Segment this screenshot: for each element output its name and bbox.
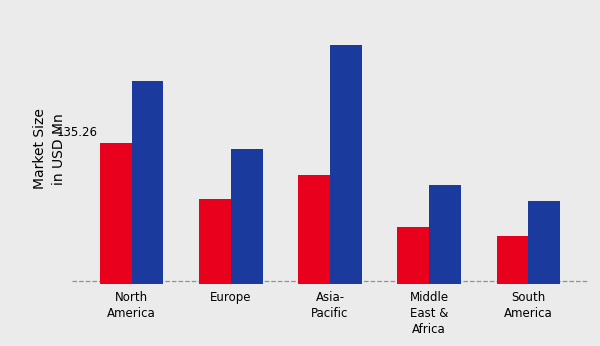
Bar [497, 236, 529, 284]
Bar [330, 45, 362, 284]
Bar [529, 201, 560, 284]
Bar [298, 175, 330, 284]
Text: 135.26: 135.26 [57, 126, 98, 139]
Bar [397, 227, 429, 284]
Bar [199, 199, 231, 284]
Bar [100, 143, 131, 284]
Y-axis label: Market Size
in USD Mn: Market Size in USD Mn [33, 108, 67, 189]
Bar [429, 185, 461, 284]
Bar [231, 149, 263, 284]
Bar [131, 81, 163, 284]
